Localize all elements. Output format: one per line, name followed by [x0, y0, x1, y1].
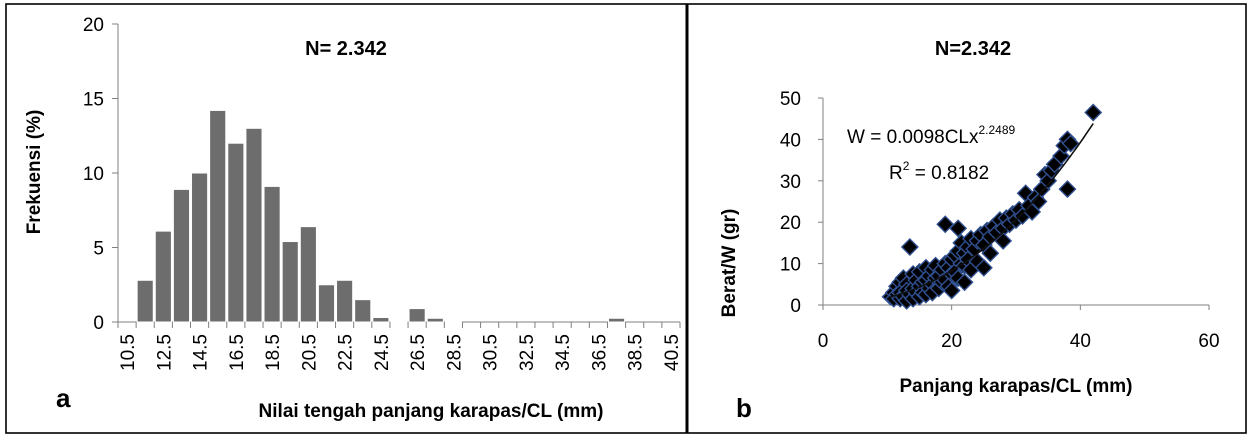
equation-exponent: 2.2489 — [979, 123, 1016, 137]
power-trendline — [890, 123, 1094, 298]
histogram-x-tick-label: 14.5 — [191, 334, 212, 371]
histogram-y-tick-label: 0 — [93, 313, 104, 334]
scatter-x-tick-label: 0 — [818, 331, 829, 352]
scatter-point — [949, 219, 968, 238]
scatter-point — [1061, 134, 1080, 153]
r-squared-label: R2 = 0.8182 — [889, 159, 989, 184]
scatter-point — [994, 231, 1013, 250]
histogram-bar — [390, 320, 408, 323]
scatter-y-tick-label: 10 — [780, 255, 801, 276]
scatter-point — [974, 258, 993, 277]
scatter-y-tick-label: 30 — [780, 172, 801, 193]
r-squared-symbol: R — [889, 163, 903, 184]
scatter-panel: 0 10 20 30 40 50 0 20 40 60 N=2.342 W = 0.0098CL… — [719, 38, 1220, 423]
histogram-bar — [172, 188, 191, 323]
histogram-bar — [372, 317, 390, 323]
scatter-x-axis-label: Panjang karapas/CL (mm) — [899, 376, 1132, 397]
scatter-axes — [818, 97, 1210, 310]
scatter-point — [955, 273, 974, 292]
scatter-point — [900, 238, 919, 257]
histogram-bar — [227, 142, 245, 323]
histogram-bar — [444, 320, 462, 323]
histogram-bar — [154, 230, 172, 323]
scatter-y-tick-label: 20 — [780, 213, 801, 234]
histogram-x-tick-label: 36.5 — [589, 334, 610, 371]
scatter-point — [1084, 103, 1103, 122]
histogram-x-tick-label: 28.5 — [444, 334, 465, 371]
scatter-x-tick-label: 60 — [1198, 331, 1219, 352]
histogram-y-tick-label: 20 — [83, 15, 104, 36]
histogram-x-tick-label: 18.5 — [263, 334, 284, 371]
histogram-bar — [245, 127, 263, 323]
histogram-x-tick-label: 16.5 — [227, 334, 248, 371]
scatter-y-tick-labels: 0 10 20 30 40 50 — [780, 89, 801, 317]
scatter-point — [1029, 192, 1048, 211]
histogram-y-tick-label: 10 — [83, 164, 104, 185]
histogram-x-tick-label: 34.5 — [553, 334, 574, 371]
scatter-x-tick-label: 40 — [1070, 331, 1091, 352]
panel-label-a: a — [56, 383, 71, 413]
figure-border — [5, 3, 1247, 434]
histogram-x-tick-label: 30.5 — [481, 334, 502, 371]
histogram-bar — [209, 109, 227, 323]
histogram-bars — [136, 109, 626, 323]
r-squared-superscript: 2 — [903, 159, 910, 173]
histogram-x-tick-label: 24.5 — [372, 334, 393, 371]
histogram-bar — [408, 308, 426, 323]
histogram-y-axis-label: Frekuensi (%) — [24, 110, 45, 235]
histogram-bar — [191, 172, 209, 323]
scatter-y-tick-label: 50 — [780, 89, 801, 110]
histogram-bar — [426, 317, 444, 323]
histogram-x-tick-label: 20.5 — [299, 334, 320, 371]
histogram-bar — [281, 241, 299, 323]
scatter-point — [936, 215, 955, 234]
r-squared-value: = 0.8182 — [909, 163, 989, 184]
histogram-panel: 0 5 10 15 20 10.5 12.5 14.5 16.5 18.5 20.5 22.5 24.… — [24, 15, 683, 422]
histogram-bar — [317, 284, 336, 323]
histogram-title: N= 2.342 — [305, 38, 387, 60]
histogram-x-axis-label: Nilai tengah panjang karapas/CL (mm) — [259, 401, 604, 422]
scatter-y-tick-label: 0 — [790, 296, 801, 317]
scatter-x-tick-label: 20 — [941, 331, 962, 352]
histogram-x-tick-label: 12.5 — [154, 334, 175, 371]
histogram-bar — [354, 299, 372, 323]
scatter-point — [942, 281, 961, 300]
histogram-y-tick-label: 15 — [83, 90, 104, 111]
histogram-x-tick-labels: 10.5 12.5 14.5 16.5 18.5 20.5 22.5 24.5 26.5 28.5… — [118, 334, 683, 371]
histogram-y-tick-label: 5 — [93, 239, 104, 260]
histogram-bar — [299, 226, 317, 323]
histogram-x-tick-label: 26.5 — [408, 334, 429, 371]
histogram-bar — [263, 185, 281, 323]
scatter-points — [881, 103, 1103, 310]
histogram-x-tick-label: 40.5 — [662, 334, 683, 371]
histogram-y-tick-labels: 0 5 10 15 20 — [83, 15, 104, 334]
scatter-y-axis-label: Berat/W (gr) — [719, 209, 740, 318]
scatter-point — [1058, 180, 1077, 199]
histogram-x-tick-label: 38.5 — [626, 334, 647, 371]
panel-label-b: b — [736, 393, 752, 423]
histogram-x-tick-label: 22.5 — [336, 334, 357, 371]
equation-text: W = 0.0098CLx — [847, 127, 979, 148]
scatter-point — [981, 244, 1000, 263]
histogram-x-tick-label: 10.5 — [118, 334, 139, 371]
scatter-x-tick-labels: 0 20 40 60 — [818, 331, 1220, 352]
histogram-bar — [336, 279, 354, 323]
trendline-equation: W = 0.0098CLx2.2489 — [847, 123, 1016, 148]
scatter-title: N=2.342 — [935, 38, 1011, 60]
scatter-y-tick-label: 40 — [780, 130, 801, 151]
histogram-bar — [607, 317, 626, 323]
histogram-bar — [136, 279, 154, 323]
histogram-x-tick-label: 32.5 — [517, 334, 538, 371]
